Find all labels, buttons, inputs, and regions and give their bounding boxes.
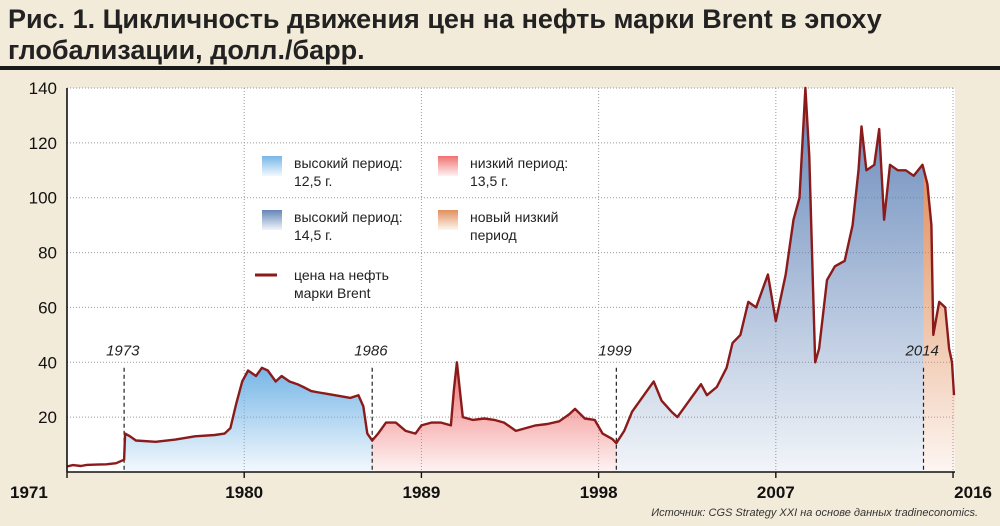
area-low1 [372, 362, 617, 472]
legend-label: низкий период: [470, 155, 568, 171]
brent-price-line [66, 86, 956, 468]
x-tick-label: 2007 [757, 483, 795, 502]
axes: 20 40 60 80 100 120 140 1971 1980 1989 1998 2007 201… [10, 79, 992, 502]
legend-item-high1: высокий период: 12,5 г. [262, 155, 403, 189]
legend-swatch-newlow [438, 210, 458, 230]
x-tick-label: 1980 [225, 483, 263, 502]
x-tick-label: 1971 [10, 483, 48, 502]
legend-item-newlow: новый низкий период [438, 209, 558, 243]
source-note: Источник: CGS Strategy XXI на основе дан… [651, 507, 978, 519]
grid-lines [67, 87, 955, 472]
legend-label: 12,5 г. [294, 173, 332, 189]
legend-item-low1: низкий период: 13,5 г. [438, 155, 568, 189]
x-tick-label: 2016 [954, 483, 992, 502]
legend-item-high2: высокий период: 14,5 г. [262, 209, 403, 243]
area-high1 [124, 367, 373, 472]
legend-item-line: цена на нефть марки Brent [255, 267, 389, 301]
price-series [66, 86, 956, 468]
legend-swatch-low1 [438, 156, 458, 176]
legend-label: высокий период: [294, 209, 403, 225]
x-tick-label: 1989 [402, 483, 440, 502]
legend-label: цена на нефть [294, 267, 389, 283]
marker-label-1999: 1999 [598, 342, 632, 359]
marker-label-2014: 2014 [904, 342, 938, 359]
y-tick-label: 20 [38, 408, 57, 427]
legend-label: период [470, 227, 517, 243]
legend-label: 14,5 г. [294, 227, 332, 243]
legend-label: новый низкий [470, 209, 558, 225]
y-tick-label: 120 [29, 134, 57, 153]
legend-swatch-high2 [262, 210, 282, 230]
chart-title: Рис. 1. Цикличность движения цен на нефт… [8, 4, 882, 65]
legend-label: высокий период: [294, 155, 403, 171]
legend: высокий период: 12,5 г. низкий период: 13,5… [255, 155, 568, 301]
title-divider [0, 66, 1000, 70]
legend-label: 13,5 г. [470, 173, 508, 189]
y-tick-label: 100 [29, 189, 57, 208]
legend-label: марки Brent [294, 285, 371, 301]
legend-swatch-high1 [262, 156, 282, 176]
area-high2 [616, 88, 924, 472]
y-tick-label: 60 [38, 298, 57, 317]
marker-label-1986: 1986 [354, 342, 388, 359]
y-tick-label: 40 [38, 353, 57, 372]
y-tick-label: 80 [38, 244, 57, 263]
x-tick-label: 1998 [580, 483, 618, 502]
marker-label-1973: 1973 [106, 342, 140, 359]
y-tick-label: 140 [29, 79, 57, 98]
